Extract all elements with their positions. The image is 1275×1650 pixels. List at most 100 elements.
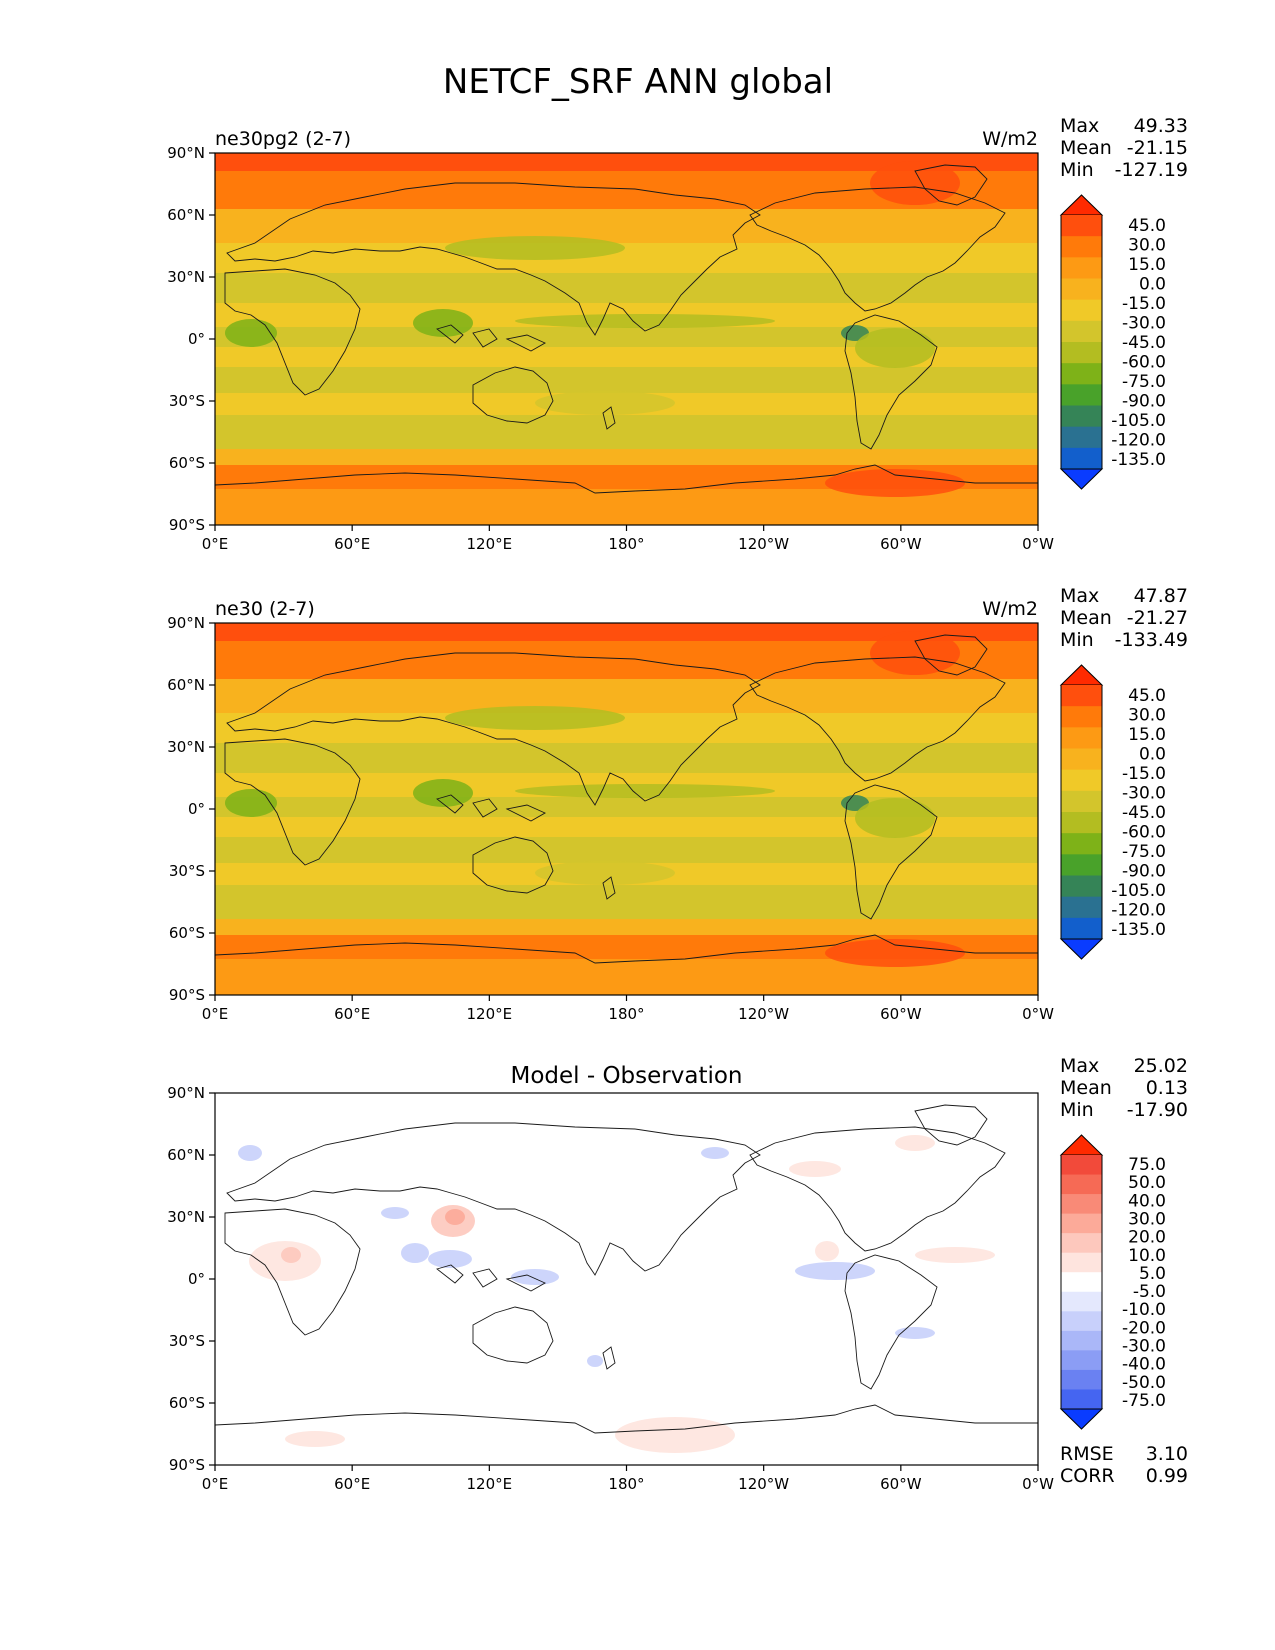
colorbar-swatch [1061, 1174, 1102, 1195]
axes: 0°E 60°E 120°E 180° 120°W 60°W 0°W 90°N 60°N 30°N… [167, 144, 1054, 553]
contour-band [215, 679, 1038, 713]
contour-region [535, 861, 675, 885]
panel-2: ne30 (2-7) W/m20°E 60°E 120°E 180° 120°W 60°W 0… [167, 585, 1188, 1023]
colorbar-extend-max [1059, 664, 1104, 686]
colorbar-swatch [1061, 875, 1102, 898]
coastline [215, 464, 1038, 494]
coastline [224, 1208, 361, 1336]
y-tick-label: 90°S [169, 516, 205, 534]
x-tick-label: 120°W [738, 1005, 789, 1023]
contour-region [445, 236, 625, 260]
colorbar-swatch [1061, 790, 1102, 813]
contour-region [445, 1209, 465, 1225]
colorbar-level-label: -10.0 [1122, 1300, 1166, 1320]
x-tick-label: 180° [608, 535, 644, 553]
x-tick-label: 60°W [880, 1005, 922, 1023]
contour-region [413, 309, 473, 337]
stat-label: Mean [1060, 137, 1112, 159]
stats-block: Max 47.87 Mean -21.27 Min -133.49 [1060, 585, 1188, 651]
coastline [472, 366, 554, 424]
colorbar-swatch [1061, 1369, 1102, 1390]
x-tick-label: 120°E [467, 1475, 513, 1493]
colorbar-level-label: 50.0 [1128, 1173, 1166, 1193]
contour-band [215, 449, 1038, 465]
colorbar-extend-min [1059, 938, 1104, 960]
y-tick-label: 60°S [169, 454, 205, 472]
colorbar-swatch [1061, 854, 1102, 876]
contour-region [825, 939, 965, 967]
coastline [215, 1404, 1038, 1434]
contour-band [215, 1093, 1038, 1465]
x-tick-label: 60°E [334, 535, 370, 553]
colorbar-swatch [1061, 1330, 1102, 1351]
colorbar-level-label: -45.0 [1122, 803, 1166, 823]
contour-region [515, 314, 775, 328]
contour-band [215, 367, 1038, 393]
contour-region [795, 1262, 875, 1280]
contour-band [215, 713, 1038, 743]
stat-value: 47.87 [1134, 585, 1188, 607]
coastline [602, 406, 616, 430]
stat-value: -127.19 [1115, 159, 1188, 181]
colorbar-swatch [1061, 363, 1102, 385]
coastline [602, 876, 616, 900]
contour-region [915, 1247, 995, 1263]
x-tick-label: 180° [608, 1005, 644, 1023]
contour-region [281, 1247, 301, 1263]
contour-region [870, 631, 960, 675]
y-tick-label: 60°S [169, 924, 205, 942]
colorbar-level-label: -135.0 [1111, 450, 1166, 470]
coastline [914, 1104, 988, 1146]
colorbar-level-label: 45.0 [1128, 686, 1166, 706]
colorbar-swatch [1061, 299, 1102, 322]
stat-value: 0.13 [1146, 1077, 1188, 1099]
contour-region [870, 161, 960, 205]
colorbar-extend-max [1059, 1134, 1104, 1156]
map-field [214, 1092, 1039, 1466]
x-tick-label: 120°E [467, 535, 513, 553]
contour-band [215, 623, 1038, 641]
colorbar-level-label: 75.0 [1128, 1155, 1166, 1175]
colorbar-swatch [1061, 426, 1102, 449]
colorbar-level-label: 15.0 [1128, 255, 1166, 275]
coastline [224, 738, 361, 866]
coastline [914, 164, 988, 206]
contour-region [285, 1431, 345, 1447]
x-tick-label: 180° [608, 1475, 644, 1493]
colorbar-swatch [1061, 896, 1102, 919]
contour-region [615, 1417, 735, 1453]
contour-region [895, 1135, 935, 1151]
y-tick-label: 30°S [169, 1332, 205, 1350]
contour-region [238, 1145, 262, 1161]
contour-region [428, 1250, 472, 1268]
stat-value: 3.10 [1146, 1443, 1188, 1465]
x-tick-label: 120°W [738, 1475, 789, 1493]
contour-region [413, 779, 473, 807]
colorbar-level-label: 30.0 [1128, 1210, 1166, 1230]
coastline [436, 1264, 464, 1284]
coastline [749, 1126, 1006, 1252]
colorbar-level-label: -30.0 [1122, 1337, 1166, 1357]
coastline [226, 1122, 761, 1276]
stat-label: Max [1060, 1055, 1099, 1077]
panel-1: ne30pg2 (2-7) W/m2 0°E 60°E 120°E 180° 120°W 60… [167, 115, 1188, 553]
colorbar-level-label: 20.0 [1128, 1228, 1166, 1248]
stat-label: RMSE [1060, 1443, 1114, 1465]
contour-band [215, 273, 1038, 303]
colorbar-swatch [1061, 1350, 1102, 1371]
contour-band [215, 817, 1038, 837]
stat-label: Max [1060, 585, 1099, 607]
x-tick-label: 0°E [202, 535, 229, 553]
contour-region [855, 798, 935, 838]
coastline [914, 634, 988, 676]
colorbar-swatch [1061, 769, 1102, 792]
colorbar-level-label: -5.0 [1133, 1282, 1166, 1302]
coastline [472, 328, 498, 348]
colorbar-swatch [1061, 706, 1102, 728]
colorbar-swatch [1061, 727, 1102, 749]
contour-region [535, 391, 675, 415]
contour-region [225, 319, 277, 347]
contour-region [445, 706, 625, 730]
contour-region [511, 1269, 559, 1285]
